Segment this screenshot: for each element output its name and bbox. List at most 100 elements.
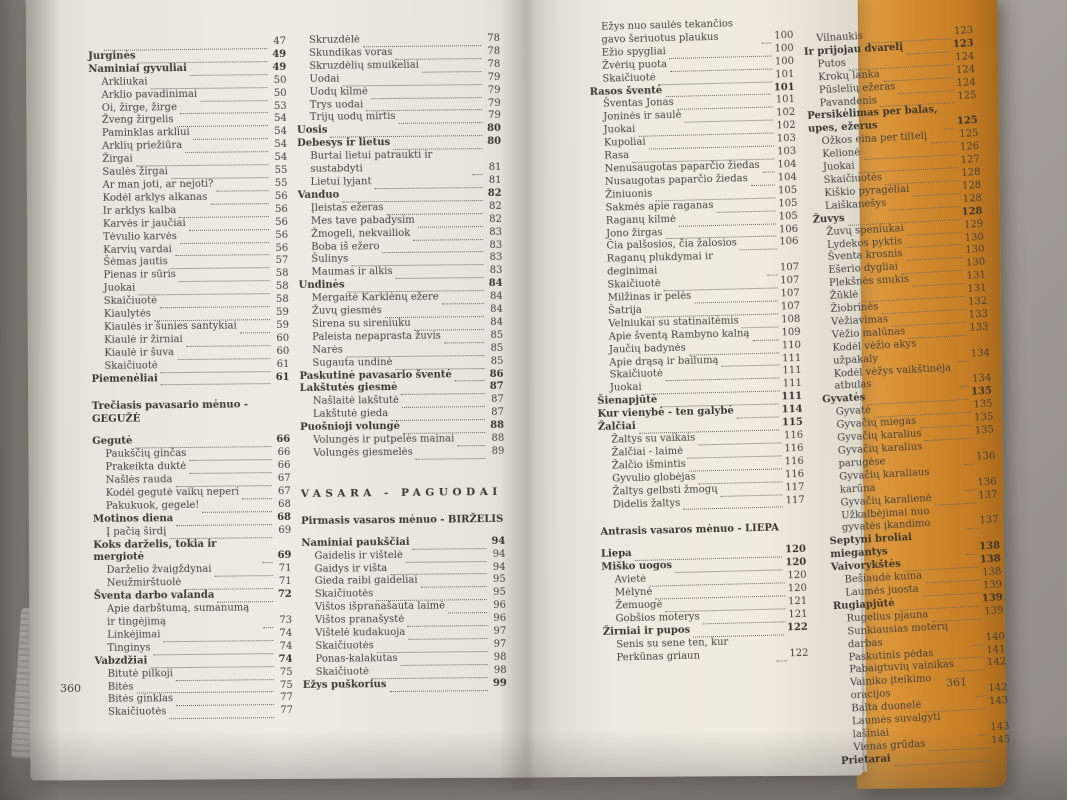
toc-entry-label: Paskutinė pavasario šventė [299, 368, 452, 382]
toc-entry-page: 138 [979, 553, 1002, 566]
toc-entry-page: 57 [275, 255, 289, 267]
toc-entry-page: 54 [274, 152, 288, 164]
toc-entry-page: 68 [278, 498, 291, 510]
toc-entry-page: 111 [782, 365, 802, 377]
toc-entry: Gaidelis ir vištelė 94 [301, 548, 506, 563]
toc-entry-page: 85 [490, 329, 504, 341]
toc-entry: Ar man joti, ar nejoti? 55 [89, 178, 288, 193]
toc-entry-page: 82 [489, 200, 502, 212]
toc-entry-page: 72 [277, 589, 292, 601]
toc-entry-label: Vištos pranašystė [315, 614, 405, 626]
toc-entry-page: 67 [277, 472, 291, 485]
toc-entry-label: Kiaulės ir šunies santykiai [103, 320, 237, 333]
toc-entry-page: 116 [783, 429, 804, 442]
dot-leader [963, 453, 974, 465]
toc-entry-label: Sugauta undinė [312, 356, 393, 369]
toc-entry-page: 60 [276, 332, 290, 344]
dot-leader [966, 543, 977, 556]
toc-entry: Šventa darbo valanda 72 [94, 589, 292, 604]
toc-entry: Kiaulė ir šuva 60 [91, 346, 289, 361]
dot-leader [176, 513, 273, 526]
toc-entry-page: 106 [779, 236, 799, 248]
toc-entry-page: 88 [490, 420, 505, 432]
toc-entry-page: 58 [275, 294, 289, 306]
toc-entry-label: Šventa darbo valanda [93, 589, 215, 603]
toc-entry-label: Vištelė kudakuoja [315, 626, 406, 639]
toc-entry: Oi, žirge, žirge 53 [89, 100, 287, 115]
toc-entry-label: Vištos išpranašauta laimė [314, 600, 446, 614]
dot-leader [189, 449, 272, 462]
toc-entry-page: 104 [777, 171, 797, 184]
toc-entry-label: Linkėjimai [107, 629, 161, 641]
toc-entry-page: 56 [275, 203, 288, 215]
dot-leader [345, 344, 485, 358]
toc-entry-label: Liepa [600, 548, 632, 561]
dot-leader [342, 189, 483, 203]
toc-entry: Skruzdėlių smuikeliai 78 [296, 59, 500, 74]
toc-entry-label: Įleistas ežeras [310, 201, 384, 214]
toc-entry-page: 107 [780, 287, 800, 300]
dot-leader [384, 305, 484, 319]
toc-entry-label: Puošnioji volungė [300, 421, 401, 434]
toc-entry-page: 81 [488, 174, 502, 186]
toc-entry-page: 105 [778, 197, 798, 210]
toc-entry-label: Paleista nepaprasta žuvis [312, 330, 441, 343]
toc-entry: Lakštutės giesmė 87 [300, 381, 504, 396]
page-number-left: 360 [60, 682, 81, 695]
toc-entry: 47 [88, 36, 286, 51]
book-gutter [500, 0, 560, 790]
dot-leader [766, 264, 778, 276]
dot-leader [242, 487, 272, 500]
toc-entry: Uodų kilmė 79 [297, 84, 501, 99]
toc-entry-page: 49 [272, 61, 287, 73]
toc-entry-label: Prietarai [840, 753, 891, 767]
toc-entry: Gegutė 66 [92, 434, 290, 449]
toc-entry-page: 121 [787, 595, 808, 608]
toc-column-right-1: Ežys nuo saulės tekančios gavo šeriuotus… [588, 17, 809, 665]
toc-entry-page: 59 [276, 306, 289, 319]
toc-entry-page: 88 [491, 432, 505, 445]
toc-entry: Maumas ir alkis 83 [298, 265, 503, 280]
toc-entry-page: 99 [492, 677, 507, 689]
dot-leader [330, 125, 483, 138]
toc-entry: Paukščių ginčas 66 [92, 447, 290, 462]
toc-entry-page: 87 [491, 407, 505, 419]
toc-entry-page: 103 [777, 146, 797, 158]
toc-entry: Žmogeli, nekvailiok 83 [298, 226, 502, 241]
dot-leader [943, 118, 955, 130]
dot-leader [676, 96, 774, 111]
toc-entry-label: Juokai [609, 382, 642, 394]
toc-entry-label: Skaičiuotės [315, 640, 374, 652]
section-heading: Trečiasis pavasario mėnuo - GEGUŽĖ [91, 399, 249, 426]
dot-leader [262, 552, 273, 564]
toc-entry: Gaidys ir višta 94 [302, 561, 506, 576]
toc-entry-page: 107 [779, 262, 800, 274]
dot-leader [417, 215, 484, 228]
toc-entry: Tėvulio karvės 56 [90, 230, 288, 245]
toc-entry-page: 124 [955, 63, 976, 76]
dot-leader [342, 73, 482, 87]
toc-entry-page: 83 [489, 226, 503, 238]
toc-entry-page: 86 [489, 368, 504, 380]
toc-entry-label: Narės [312, 344, 343, 356]
toc-entry-label: Lietui lyjant [310, 176, 372, 188]
toc-entry-label: Uodai [309, 73, 340, 85]
toc-entry-page: 123 [953, 25, 974, 38]
toc-entry-label: Skaičiuotė [602, 71, 656, 85]
dot-leader [386, 202, 483, 215]
toc-entry: Mergaitė Karklėnų ežere 84 [299, 291, 503, 306]
toc-entry-label: Gieda raibi gaideliai [314, 575, 418, 588]
toc-entry: Burtai lietui patraukti ir sustabdyti 81 [297, 149, 501, 177]
toc-entry-label: Trijų uodų mirtis [309, 111, 396, 124]
toc-entry-page: 121 [788, 608, 808, 621]
toc-entry-page: 109 [781, 326, 801, 339]
toc-entry-label: Bitės ginklas [107, 693, 174, 706]
toc-entry: Ir arklys kalba 56 [90, 204, 288, 219]
dot-leader [741, 316, 779, 329]
dot-leader [966, 517, 978, 530]
dot-leader [389, 679, 488, 692]
dot-leader [239, 321, 271, 334]
dot-leader [160, 373, 271, 386]
toc-entry-label: Darželio žvaigždynai [106, 564, 212, 577]
toc-entry-label: Kiaulė ir žirniai [104, 333, 183, 346]
